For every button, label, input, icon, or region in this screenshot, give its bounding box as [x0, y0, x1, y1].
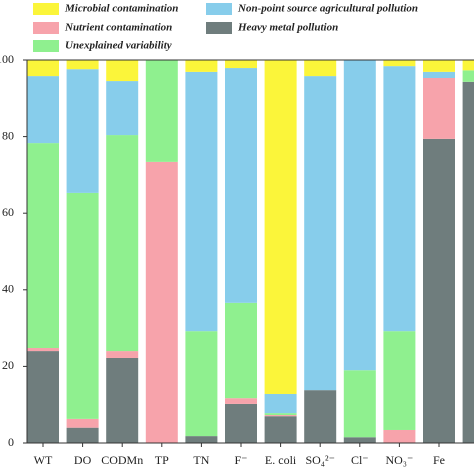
bar-segment — [27, 76, 59, 144]
x-tick-label: DO — [74, 453, 92, 467]
bar-segment — [264, 413, 297, 416]
bar-segment — [225, 60, 257, 69]
bar-segment — [264, 415, 297, 417]
legend-label: Non-point source agricultural pollution — [237, 3, 418, 15]
bar-segment — [462, 60, 474, 71]
x-tick-label: E. coli — [265, 453, 297, 467]
bar-segment — [106, 357, 139, 443]
legend-swatch — [33, 3, 59, 15]
bar-segment — [423, 60, 455, 72]
legend-swatch — [206, 22, 232, 34]
bar-segment — [264, 60, 297, 394]
bar-segment — [185, 436, 218, 443]
bar-segment — [304, 60, 337, 77]
bar-segment — [343, 370, 376, 438]
x-tick-label: CODMn — [101, 453, 143, 467]
bar-segment — [66, 427, 99, 443]
legend-label: Heavy metal pollution — [237, 22, 338, 34]
bar-segment — [106, 351, 139, 358]
bar-segment — [462, 70, 474, 82]
x-tick-label: WT — [34, 453, 53, 467]
y-tick-label: 0 — [8, 435, 14, 449]
legend-swatch — [33, 22, 59, 34]
x-tick-label: TN — [193, 453, 209, 467]
x-tick-label: NO₃⁻ — [385, 453, 413, 467]
bar-segment — [27, 351, 59, 443]
bar-segment — [423, 78, 455, 139]
bar-segment — [462, 81, 474, 444]
y-tick-label: 80 — [2, 128, 14, 142]
legend-swatch — [33, 40, 59, 52]
bar-segment — [27, 60, 59, 77]
bar-segment — [27, 348, 59, 352]
bar-segment — [264, 416, 297, 443]
bar-segment — [66, 418, 99, 428]
bar-segment — [225, 302, 257, 399]
bar-segment — [145, 161, 178, 444]
legend-swatch — [206, 3, 232, 15]
bar-segment — [185, 331, 218, 437]
y-tick-label: 40 — [2, 282, 14, 296]
bar-segment — [106, 135, 139, 352]
bar-segment — [106, 81, 139, 136]
bar-segment — [383, 331, 416, 430]
bar-segment — [304, 390, 337, 443]
bar-segment — [225, 398, 257, 404]
x-tick-label: SO₄²⁻ — [305, 453, 334, 467]
bar-segment — [185, 71, 218, 332]
bar-segment — [27, 143, 59, 349]
bar-segment — [383, 60, 416, 67]
y-tick-label: 20 — [2, 358, 14, 372]
bar-segment — [383, 66, 416, 332]
x-tick-label: F⁻ — [234, 453, 247, 467]
x-tick-label: TP — [155, 453, 169, 467]
bar-segment — [225, 403, 257, 443]
bar-segment — [304, 76, 337, 391]
bar-segment — [225, 68, 257, 303]
bar-segment — [66, 69, 99, 193]
y-tick-label: 60 — [2, 205, 14, 219]
bar-segment — [145, 60, 178, 162]
bar-segment — [423, 138, 455, 443]
bar-segment — [383, 429, 416, 443]
bar-segment — [264, 393, 297, 414]
y-tick-label: 100 — [0, 52, 14, 66]
x-tick-label: Fe — [433, 453, 445, 467]
bar-segment — [343, 437, 376, 443]
x-tick-label: Cl⁻ — [351, 453, 369, 467]
bar-segment — [66, 192, 99, 419]
bar-segment — [66, 60, 99, 70]
bar-segment — [343, 60, 376, 371]
legend-label: Nutrient contamination — [64, 22, 172, 34]
legend-label: Microbial contamination — [64, 3, 178, 15]
bar-segment — [106, 60, 139, 82]
bar-segment — [423, 71, 455, 79]
legend-label: Unexplained variability — [65, 40, 172, 52]
bar-segment — [185, 60, 218, 72]
